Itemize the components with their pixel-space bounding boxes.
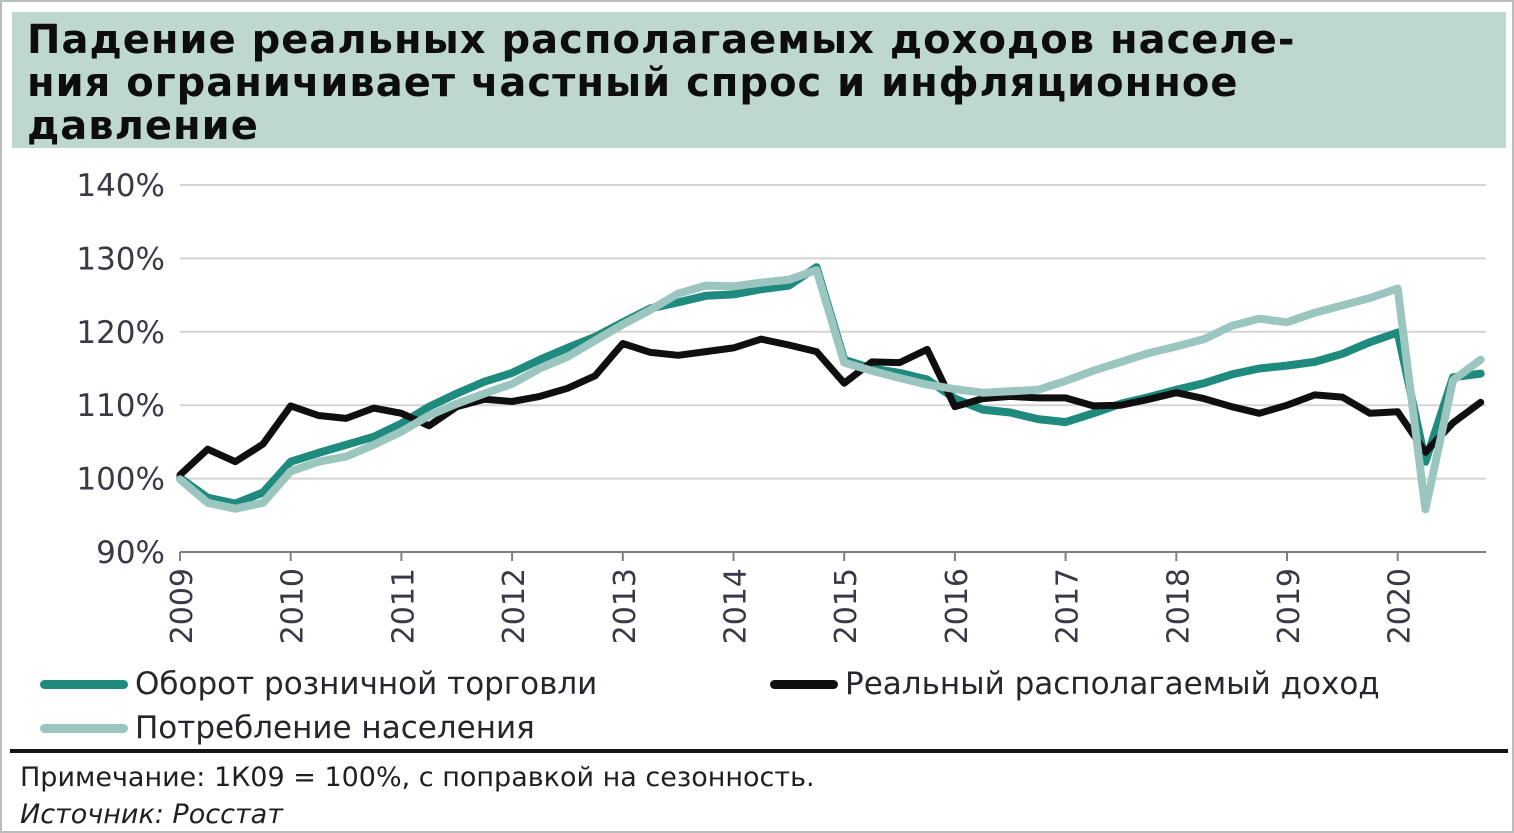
series-line: [176, 266, 1485, 514]
x-axis-tick-label: 2019: [1272, 568, 1307, 644]
x-axis-tick-label: 2015: [829, 568, 864, 644]
y-axis-tick-label: 120%: [76, 315, 165, 351]
x-axis-tick-label: 2018: [1161, 568, 1196, 644]
footnote: Примечание: 1К09 = 100%, с поправкой на …: [20, 762, 815, 793]
x-axis-tick-label: 2009: [165, 568, 200, 644]
x-axis-tick-label: 2017: [1051, 568, 1086, 644]
y-axis-tick-label: 130%: [76, 241, 165, 277]
x-axis-tick-label: 2013: [608, 568, 643, 644]
horizontal-divider: [10, 749, 1508, 753]
legend-line-sample-income: [770, 679, 838, 689]
y-axis-tick-label: 110%: [76, 388, 165, 424]
y-axis-tick-label: 100%: [76, 462, 165, 498]
figure-title-line-1: Падение реальных располагаемых доходов н…: [27, 17, 1296, 63]
series-line: [176, 335, 1485, 479]
legend-label-income: Реальный располагаемый доход: [845, 666, 1380, 702]
x-axis-tick-label: 2011: [386, 568, 421, 644]
x-axis-tick-label: 2012: [497, 568, 532, 644]
source-note: Источник: Росстат: [20, 799, 283, 830]
y-axis-tick-label: 90%: [96, 535, 165, 571]
x-axis-tick-label: 2014: [719, 568, 754, 644]
legend-item-consumption: Потребление населения: [40, 708, 535, 748]
x-axis-tick-label: 2010: [276, 568, 311, 644]
legend-line-sample-consumption: [40, 723, 128, 733]
legend-label-retail: Оборот розничной торговли: [135, 666, 598, 702]
figure-title-bar: Падение реальных располагаемых доходов н…: [12, 12, 1506, 148]
legend-label-consumption: Потребление населения: [135, 710, 535, 746]
y-axis-tick-label: 140%: [76, 168, 165, 204]
legend-item-real-income: Реальный располагаемый доход: [770, 664, 1380, 704]
line-chart: 140% 130% 120% 110% 100% 90%2009 2010 2011 2012 2…: [76, 168, 1486, 644]
chart-legend: Оборот розничной торговли Реальный распо…: [2, 660, 1512, 750]
legend-item-retail-turnover: Оборот розничной торговли: [40, 664, 597, 704]
x-axis-tick-label: 2020: [1383, 568, 1418, 644]
legend-line-sample-retail: [40, 679, 128, 689]
figure-title-line-3: давление: [27, 103, 259, 149]
figure-title-line-2: ния ограничивает частный спрос и инфляци…: [27, 60, 1239, 106]
x-axis-tick-label: 2016: [940, 568, 975, 644]
